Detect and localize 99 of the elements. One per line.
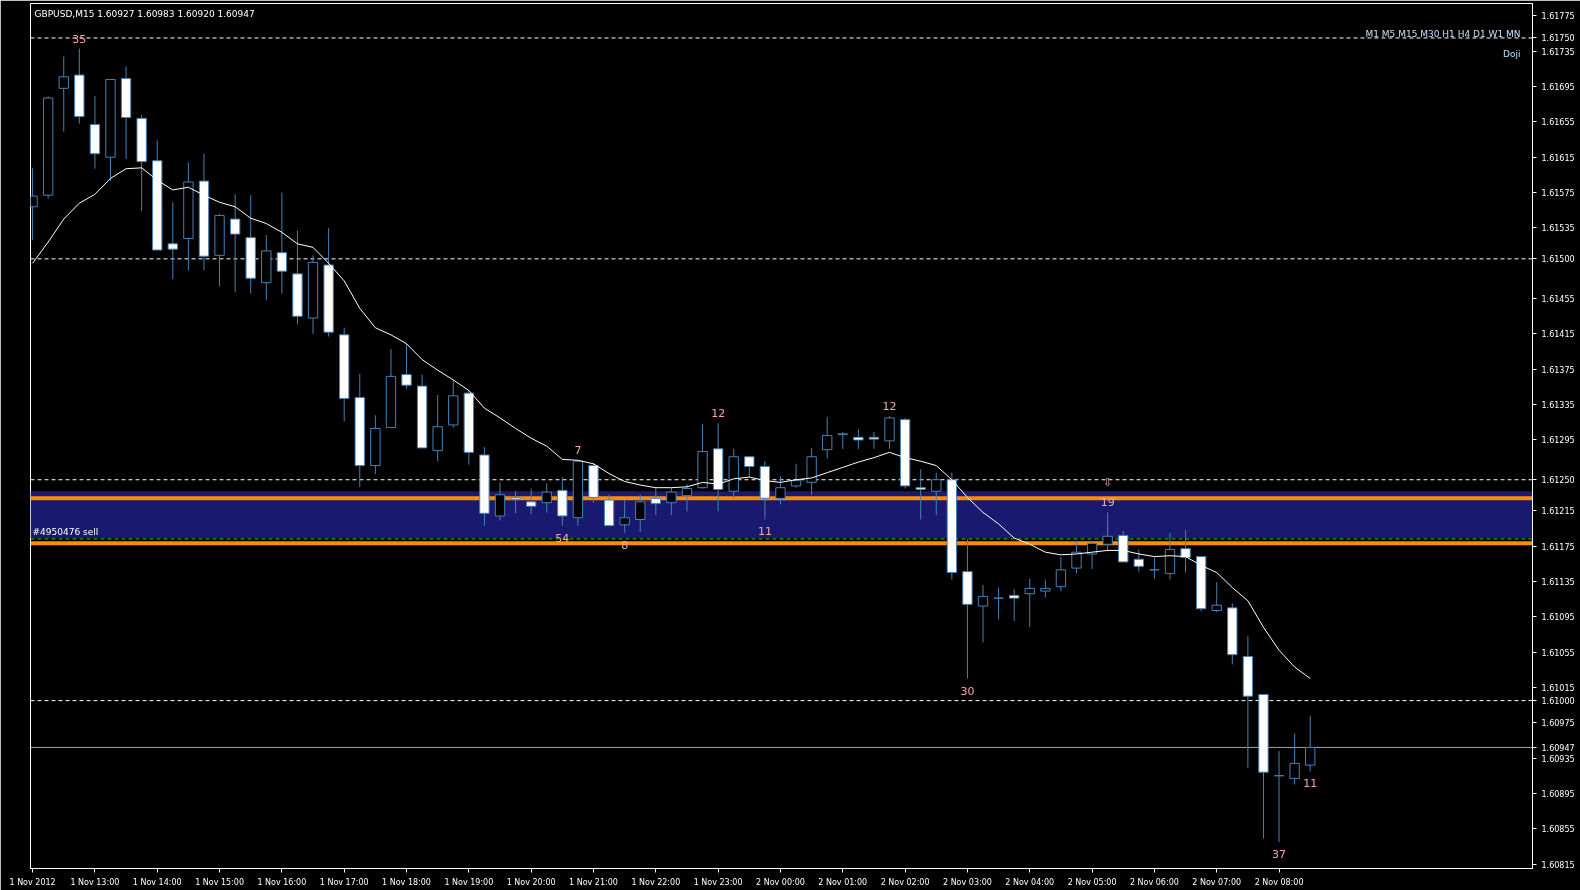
text: GBPUSD,M15 1.60927 1.60983 1.60920 1.60947: [34, 8, 255, 19]
y-tick-label: 1.61615: [1541, 153, 1575, 163]
y-tick-label: 1.60855: [1541, 825, 1575, 835]
y-tick-label: 1.60975: [1541, 719, 1575, 729]
y-tick-label: 1.61015: [1541, 683, 1575, 693]
candlestick: [790, 463, 802, 489]
candlestick: [1102, 511, 1113, 552]
ref-line-label: 1.61500: [1541, 255, 1575, 265]
x-tick-label: 2 Nov 06:00: [1129, 877, 1179, 887]
annotation: 35: [72, 32, 87, 46]
candlestick: [494, 481, 506, 521]
ref-line-label: 1.61000: [1541, 697, 1575, 707]
x-tick-label: 1 Nov 14:00: [132, 877, 182, 887]
x-tick-label: 1 Nov 21:00: [569, 877, 618, 887]
candlestick: [931, 472, 942, 516]
annotation: M1 M5 M15 M30 H1 H4 D1 W1 MN: [1365, 28, 1521, 39]
y-tick-label: 1.61695: [1541, 83, 1575, 93]
ref-line-label: 1.60947: [1541, 743, 1575, 753]
annotation: 12: [711, 407, 726, 421]
candlestick: [1164, 532, 1176, 581]
candlestick: [1305, 715, 1316, 772]
candlestick: [432, 394, 443, 462]
y-tick-label: 1.61055: [1541, 648, 1575, 658]
candlestick: [1211, 581, 1222, 613]
annotation: 37: [1272, 847, 1287, 861]
x-tick-label: 2 Nov 02:00: [880, 877, 930, 887]
y-tick-label: 1.61415: [1541, 330, 1575, 340]
x-tick-label: 1 Nov 18:00: [382, 877, 431, 887]
y-tick-label: 1.61215: [1541, 507, 1575, 517]
candlestick: [1024, 578, 1035, 628]
y-tick-label: 1.61775: [1541, 12, 1575, 22]
annotation: 19: [1100, 496, 1115, 510]
x-tick-label: 1 Nov 19:00: [444, 877, 494, 887]
x-tick-label: 2 Nov 05:00: [1067, 877, 1117, 887]
candlestick: [541, 482, 552, 513]
candlestick: [666, 487, 677, 516]
x-tick-label: 1 Nov 2012: [9, 877, 56, 887]
x-tick-label: 2 Nov 04:00: [1005, 877, 1055, 887]
candlestick: [1149, 556, 1160, 580]
annotation: Doji: [1503, 48, 1521, 59]
candlestick: [977, 584, 989, 643]
y-tick-label: 1.61335: [1541, 401, 1575, 411]
y-tick-label: 1.61455: [1541, 295, 1575, 305]
y-tick-label: 1.61575: [1541, 189, 1575, 199]
candlestick: [1273, 750, 1285, 843]
y-tick-label: 1.61375: [1541, 365, 1575, 375]
y-tick-label: 1.61655: [1541, 118, 1575, 128]
candlestick: [1009, 588, 1020, 622]
x-tick-label: 2 Nov 00:00: [756, 877, 805, 887]
x-tick-label: 1 Nov 20:00: [506, 877, 556, 887]
annotation: 30: [960, 684, 975, 698]
candlestick: [510, 490, 521, 514]
ref-line-label: 1.61750: [1541, 34, 1575, 44]
annotation: 7: [574, 444, 582, 458]
candlestick: [635, 494, 646, 533]
annotation: #4950476 sell: [32, 526, 99, 537]
y-tick-label: 1.61095: [1541, 613, 1575, 623]
x-tick-label: 2 Nov 01:00: [818, 877, 868, 887]
y-tick-label: 1.60815: [1541, 860, 1575, 870]
y-tick-label: 1.61295: [1541, 436, 1575, 446]
x-tick-label: 2 Nov 08:00: [1254, 877, 1304, 887]
annotation: 12: [882, 400, 897, 414]
candlestick: [822, 416, 833, 460]
candlestick: [1180, 529, 1191, 574]
annotation: ⇩: [1103, 475, 1113, 489]
candlestick: [58, 56, 69, 133]
candlestick: [1071, 540, 1082, 574]
y-tick-label: 1.60895: [1541, 789, 1575, 799]
candlestick: [868, 431, 880, 450]
x-tick-label: 2 Nov 03:00: [943, 877, 992, 887]
annotation: 11: [1303, 777, 1318, 791]
x-tick-label: 1 Nov 23:00: [693, 877, 743, 887]
candlestick: [1055, 556, 1067, 592]
y-tick-label: 1.61135: [1541, 577, 1575, 587]
candlestick: [650, 487, 661, 516]
candlestick: [853, 428, 864, 450]
candlestick: [744, 456, 755, 478]
candlestick: [993, 587, 1004, 620]
x-tick-label: 1 Nov 15:00: [195, 877, 244, 887]
y-tick-label: 1.61735: [1541, 47, 1575, 57]
x-tick-label: 1 Nov 16:00: [257, 877, 307, 887]
y-tick-label: 1.61175: [1541, 542, 1575, 552]
candlestick: [619, 499, 630, 534]
candlestick: [1133, 549, 1144, 573]
y-tick-label: 1.61535: [1541, 224, 1575, 234]
x-tick-label: 1 Nov 13:00: [70, 877, 120, 887]
candlestick: [1086, 540, 1098, 570]
candlestick: [775, 475, 786, 505]
candlestick: [884, 415, 895, 450]
y-tick-label: 1.60935: [1541, 754, 1575, 764]
x-tick-label: 1 Nov 17:00: [319, 877, 369, 887]
x-tick-label: 1 Nov 22:00: [631, 877, 681, 887]
ref-line-label: 1.61250: [1541, 476, 1575, 486]
candlestick: [525, 488, 537, 515]
candlestick: [1289, 732, 1300, 786]
annotation: 11: [757, 525, 772, 539]
candlestick: [681, 483, 693, 513]
x-tick-label: 2 Nov 07:00: [1192, 877, 1242, 887]
candlestick: [401, 343, 412, 390]
